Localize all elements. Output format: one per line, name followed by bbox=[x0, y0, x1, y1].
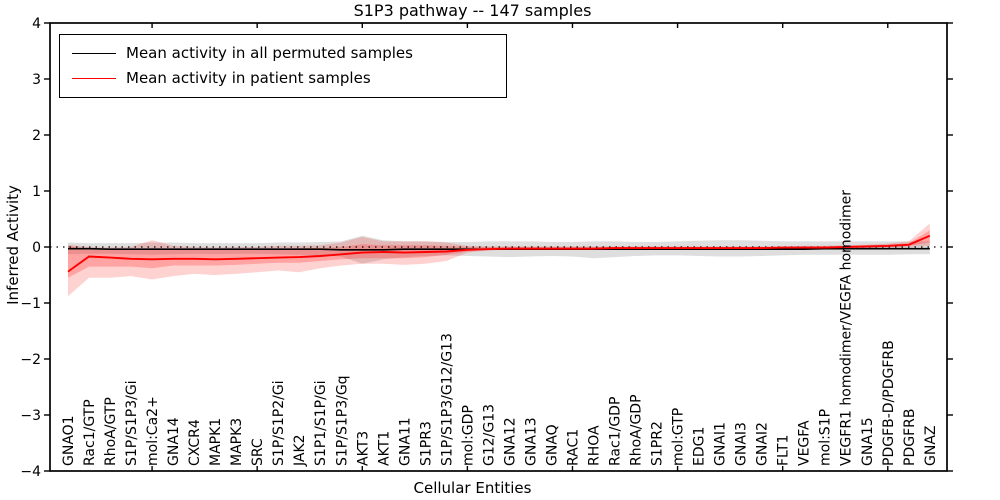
legend-label-permuted: Mean activity in all permuted samples bbox=[126, 43, 413, 62]
x-tick-label: mol:GDP bbox=[460, 405, 476, 466]
x-axis-label: Cellular Entities bbox=[413, 479, 532, 497]
x-tick-label: S1P1/S1P/Gi bbox=[313, 380, 329, 466]
legend: Mean activity in all permuted samples Me… bbox=[59, 34, 507, 98]
x-tick-label: VEGFA bbox=[797, 420, 813, 466]
x-tick-label: GNAO1 bbox=[61, 415, 77, 466]
y-tick-label: 3 bbox=[32, 72, 41, 88]
x-tick-label: S1PR3 bbox=[418, 421, 434, 466]
x-tick-label: GNA14 bbox=[166, 417, 182, 466]
x-tick-label: S1P/S1P3/G12/G13 bbox=[439, 333, 455, 466]
x-tick-label: S1P/S1P3/Gq bbox=[334, 375, 350, 466]
x-tick-label: S1PR2 bbox=[650, 421, 666, 466]
x-tick-label: GNAQ bbox=[544, 424, 560, 466]
x-tick-label: S1P/S1P3/Gi bbox=[124, 380, 140, 466]
x-tick-label: VEGFR1 homodimer/VEGFA homodimer bbox=[839, 190, 855, 466]
x-tick-label: GNAI1 bbox=[713, 422, 729, 466]
legend-line-patient-icon bbox=[72, 78, 116, 80]
y-tick-label: 0 bbox=[32, 240, 41, 256]
x-tick-label: GNAI3 bbox=[734, 422, 750, 466]
band-patient-samples-outer-range bbox=[68, 223, 930, 297]
x-tick-label: GNAZ bbox=[923, 426, 939, 467]
x-tick-label: EDG1 bbox=[692, 427, 708, 466]
legend-item-patient: Mean activity in patient samples bbox=[72, 71, 506, 86]
x-tick-label: Rac1/GTP bbox=[82, 399, 98, 466]
x-tick-label: GNA13 bbox=[523, 417, 539, 466]
x-tick-label: SRC bbox=[250, 438, 266, 466]
x-tick-label: RAC1 bbox=[565, 429, 581, 466]
x-tick-label: JAK2 bbox=[292, 434, 308, 467]
y-tick-label: 2 bbox=[32, 128, 41, 144]
x-tick-label: RhoA/GDP bbox=[629, 394, 645, 466]
y-tick-label: −4 bbox=[20, 464, 41, 480]
band-patient-samples-inner-range bbox=[68, 230, 930, 278]
x-tick-label: RHOA bbox=[587, 425, 603, 466]
x-tick-label: GNA15 bbox=[860, 417, 876, 466]
x-tick-label: PDGFRB bbox=[902, 409, 918, 466]
y-tick-label: 4 bbox=[32, 16, 41, 32]
x-tick-label: GNAI2 bbox=[755, 422, 771, 466]
x-tick-label: GNA11 bbox=[397, 417, 413, 466]
x-tick-label: AKT1 bbox=[376, 431, 392, 466]
x-tick-label: mol:S1P bbox=[818, 409, 834, 466]
x-tick-label: mol:GTP bbox=[671, 408, 687, 466]
legend-label-patient: Mean activity in patient samples bbox=[126, 69, 371, 88]
x-tick-label: MAPK1 bbox=[208, 418, 224, 466]
x-tick-label: Rac1/GDP bbox=[608, 397, 624, 466]
x-tick-label: mol:Ca2+ bbox=[145, 396, 161, 466]
x-tick-label: PDGFB-D/PDGFRB bbox=[881, 340, 897, 466]
chart-title: S1P3 pathway -- 147 samples bbox=[353, 1, 592, 20]
x-tick-label: G12/G13 bbox=[481, 404, 497, 466]
y-tick-label: −2 bbox=[20, 352, 41, 368]
x-tick-label: FLT1 bbox=[776, 435, 792, 466]
legend-item-permuted: Mean activity in all permuted samples bbox=[72, 43, 506, 62]
y-tick-label: 1 bbox=[32, 184, 41, 200]
x-tick-label: AKT3 bbox=[355, 431, 371, 466]
legend-line-permuted-icon bbox=[72, 52, 116, 54]
x-tick-label: GNA12 bbox=[502, 417, 518, 466]
x-tick-label: CXCR4 bbox=[187, 419, 203, 466]
x-tick-label: MAPK3 bbox=[229, 418, 245, 466]
x-tick-label: S1P/S1P2/Gi bbox=[271, 380, 287, 466]
patient-mean-line bbox=[67, 234, 931, 273]
y-tick-label: −1 bbox=[20, 296, 41, 312]
x-tick-label: RhoA/GTP bbox=[103, 397, 119, 466]
y-axis-label: Inferred Activity bbox=[4, 185, 22, 305]
y-tick-label: −3 bbox=[20, 408, 41, 424]
